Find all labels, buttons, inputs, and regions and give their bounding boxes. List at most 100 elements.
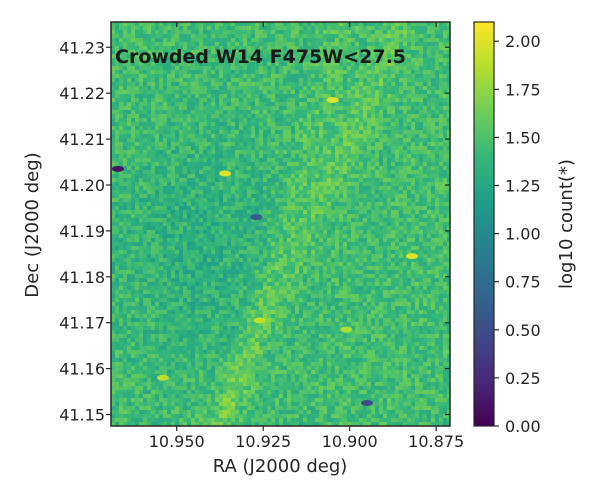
heatmap-cell (307, 166, 311, 170)
heatmap-cell (287, 94, 291, 98)
heatmap-cell (171, 50, 175, 54)
heatmap-cell (391, 158, 395, 162)
heatmap-cell (435, 146, 439, 150)
heatmap-cell (127, 222, 131, 226)
heatmap-cell (267, 70, 271, 74)
heatmap-cell (275, 198, 279, 202)
heatmap-cell (331, 154, 335, 158)
heatmap-cell (207, 106, 211, 110)
heatmap-cell (403, 226, 407, 230)
heatmap-cell (339, 78, 343, 82)
heatmap-cell (131, 66, 135, 70)
heatmap-cell (235, 218, 239, 222)
heatmap-cell (239, 246, 243, 250)
heatmap-cell (231, 234, 235, 238)
heatmap-cell (407, 134, 411, 138)
heatmap-cell (171, 154, 175, 158)
heatmap-cell (247, 222, 251, 226)
heatmap-cell (407, 186, 411, 190)
heatmap-cell (343, 166, 347, 170)
heatmap-cell (243, 230, 247, 234)
heatmap-cell (263, 234, 267, 238)
heatmap-cell (135, 30, 139, 34)
heatmap-cell (375, 162, 379, 166)
heatmap-cell (315, 186, 319, 190)
heatmap-cell (435, 218, 439, 222)
heatmap-cell (111, 170, 115, 174)
heatmap-cell (259, 142, 263, 146)
heatmap-cell (375, 130, 379, 134)
heatmap-cell (195, 42, 199, 46)
heatmap-cell (423, 82, 427, 86)
heatmap-cell (423, 170, 427, 174)
heatmap-cell (279, 214, 283, 218)
heatmap-cell (447, 86, 450, 90)
heatmap-cell (199, 106, 203, 110)
heatmap-cell (443, 42, 447, 46)
heatmap-cell (219, 206, 223, 210)
heatmap-cell (199, 46, 203, 50)
heatmap-cell (403, 118, 407, 122)
heatmap-cell (167, 114, 171, 118)
heatmap-cell (163, 30, 167, 34)
heatmap-cell (419, 62, 423, 66)
heatmap-cell (155, 102, 159, 106)
heatmap-cell (227, 42, 231, 46)
heatmap-cell (423, 66, 427, 70)
heatmap-cell (439, 90, 443, 94)
heatmap-cell (127, 254, 131, 258)
heatmap-cell (391, 114, 395, 118)
heatmap-cell (379, 234, 383, 238)
heatmap-cell (363, 222, 367, 226)
heatmap-cell (367, 50, 371, 54)
heatmap-cell (331, 214, 335, 218)
heatmap-cell (151, 30, 155, 34)
heatmap-cell (247, 234, 251, 238)
heatmap-cell (307, 126, 311, 130)
heatmap-cell (267, 46, 271, 50)
heatmap-cell (159, 38, 163, 42)
heatmap-cell (411, 110, 415, 114)
heatmap-cell (411, 30, 415, 34)
heatmap-cell (303, 142, 307, 146)
heatmap-cell (387, 94, 391, 98)
heatmap-cell (399, 198, 403, 202)
heatmap-cell (363, 78, 367, 82)
heatmap-cell (187, 246, 191, 250)
heatmap-cell (123, 190, 127, 194)
heatmap-cell (303, 250, 307, 254)
heatmap-cell (251, 202, 255, 206)
heatmap-cell (151, 142, 155, 146)
heatmap-cell (403, 210, 407, 214)
heatmap-cell (263, 214, 267, 218)
heatmap-cell (423, 90, 427, 94)
heatmap-cell (371, 186, 375, 190)
heatmap-cell (315, 166, 319, 170)
heatmap-cell (387, 54, 391, 58)
heatmap-cell (319, 90, 323, 94)
heatmap-cell (351, 178, 355, 182)
heatmap-cell (391, 146, 395, 150)
heatmap-cell (355, 190, 359, 194)
heatmap-cell (175, 182, 179, 186)
heatmap-cell (243, 238, 247, 242)
heatmap-cell (139, 38, 143, 42)
heatmap-cell (183, 174, 187, 178)
heatmap-cell (423, 138, 427, 142)
heatmap-cell (203, 30, 207, 34)
heatmap-cell (119, 142, 123, 146)
heatmap-cell (375, 246, 379, 250)
heatmap-cell (439, 26, 443, 30)
heatmap-cell (307, 234, 311, 238)
heatmap-cell (211, 242, 215, 246)
heatmap-cell (435, 78, 439, 82)
heatmap-cell (147, 110, 151, 114)
heatmap-cell (203, 194, 207, 198)
heatmap-cell (123, 42, 127, 46)
heatmap-cell (403, 46, 407, 50)
heatmap-cell (267, 42, 271, 46)
heatmap-cell (283, 222, 287, 226)
heatmap-cell (323, 174, 327, 178)
heatmap-cell (199, 210, 203, 214)
heatmap-cell (271, 170, 275, 174)
